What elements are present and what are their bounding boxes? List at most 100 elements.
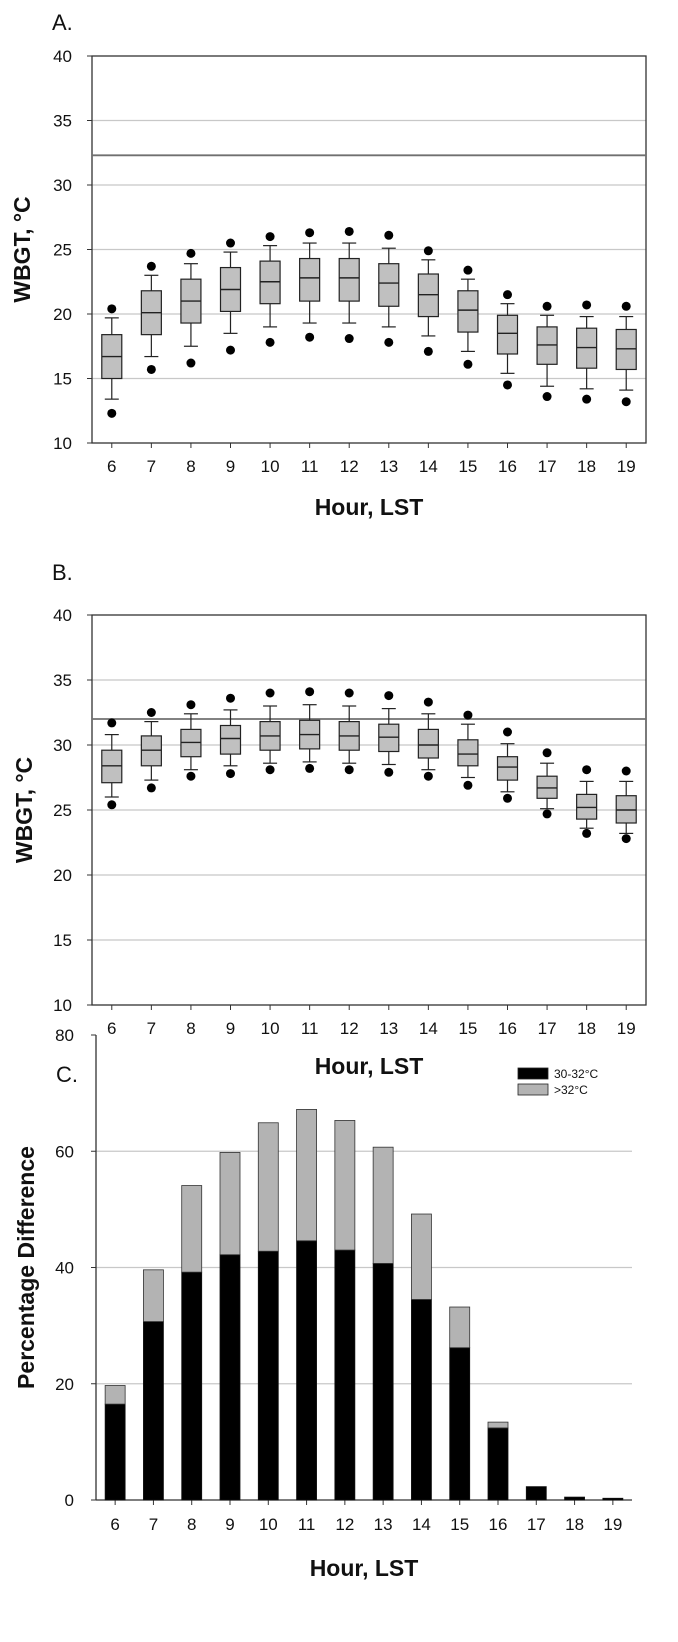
outlier-low <box>621 834 631 844</box>
bar-segment-30-32 <box>525 1486 547 1501</box>
bar-segment-over-32 <box>257 1122 279 1252</box>
y-tick-label: 80 <box>55 1026 74 1045</box>
x-tick-label: 16 <box>489 1515 508 1534</box>
outlier-high <box>226 238 235 248</box>
bar-segment-over-32 <box>334 1120 356 1251</box>
x-tick-label: 12 <box>340 457 359 476</box>
bar-segment-30-32 <box>296 1240 317 1501</box>
y-tick-label: 35 <box>53 112 72 131</box>
outlier-high <box>621 301 631 311</box>
y-tick-label: 10 <box>53 434 72 453</box>
outlier-high <box>423 246 433 256</box>
x-tick-label: 6 <box>110 1515 119 1534</box>
box <box>496 756 519 781</box>
outlier-high <box>107 718 117 728</box>
y-tick-label: 60 <box>55 1142 74 1161</box>
bar-segment-30-32 <box>143 1321 164 1501</box>
y-tick-label: 20 <box>55 1375 74 1394</box>
x-tick-label: 6 <box>107 457 116 476</box>
outlier-high <box>265 688 275 698</box>
box <box>219 724 242 755</box>
y-axis-title: WBGT, °C <box>9 196 35 302</box>
plot-frame <box>91 614 647 1006</box>
x-tick-label: 19 <box>617 1019 636 1038</box>
x-axis-title: Hour, LST <box>315 494 424 520</box>
bar-segment-30-32 <box>602 1497 624 1501</box>
outlier-high <box>186 248 196 258</box>
outlier-high <box>384 691 394 701</box>
y-tick-label: 20 <box>53 305 72 324</box>
outlier-low <box>503 793 512 803</box>
bar-segment-over-32 <box>219 1152 241 1256</box>
outlier-low <box>344 765 354 775</box>
box <box>496 314 519 355</box>
x-axis-title: Hour, LST <box>310 1555 419 1581</box>
x-tick-label: 13 <box>379 1019 398 1038</box>
x-tick-label: 14 <box>419 1019 438 1038</box>
outlier-low <box>344 334 354 344</box>
bar-segment-30-32 <box>104 1403 126 1501</box>
bar-segment-over-32 <box>449 1306 471 1349</box>
box <box>417 728 439 759</box>
outlier-low <box>107 408 117 418</box>
bar-segment-30-32 <box>411 1299 432 1501</box>
outlier-high <box>384 230 394 240</box>
outlier-low <box>305 763 315 773</box>
outlier-high <box>344 226 354 236</box>
x-tick-label: 15 <box>458 1019 477 1038</box>
outlier-low <box>423 771 433 781</box>
bar-segment-over-32 <box>143 1269 164 1322</box>
outlier-high <box>503 290 512 300</box>
y-tick-label: 15 <box>53 931 72 950</box>
y-tick-label: 40 <box>55 1259 74 1278</box>
x-tick-label: 14 <box>419 457 438 476</box>
panel-label: B. <box>52 560 73 585</box>
bar-segment-30-32 <box>334 1249 356 1501</box>
x-tick-label: 19 <box>603 1515 622 1534</box>
outlier-low <box>463 780 473 790</box>
outlier-low <box>265 765 275 775</box>
bar-segment-30-32 <box>487 1427 509 1501</box>
bar-segment-30-32 <box>564 1496 585 1501</box>
x-tick-label: 16 <box>498 457 517 476</box>
outlier-low <box>542 809 552 819</box>
x-tick-label: 9 <box>226 1019 235 1038</box>
x-tick-label: 16 <box>498 1019 517 1038</box>
x-tick-label: 10 <box>261 1019 280 1038</box>
box <box>457 290 479 333</box>
outlier-low <box>384 767 394 777</box>
outlier-low <box>186 771 196 781</box>
outlier-low <box>463 359 473 369</box>
outlier-low <box>621 397 631 407</box>
x-tick-label: 11 <box>301 457 319 476</box>
x-tick-label: 8 <box>187 1515 196 1534</box>
outlier-low <box>305 332 315 342</box>
outlier-low <box>384 337 394 347</box>
y-tick-label: 30 <box>53 176 72 195</box>
x-tick-label: 18 <box>577 1019 596 1038</box>
y-tick-label: 40 <box>53 606 72 625</box>
x-tick-label: 6 <box>107 1019 116 1038</box>
y-tick-label: 25 <box>53 801 72 820</box>
x-tick-label: 15 <box>458 457 477 476</box>
box <box>457 739 479 767</box>
outlier-high <box>305 687 315 697</box>
y-tick-label: 25 <box>53 241 72 260</box>
outlier-high <box>226 693 235 703</box>
y-tick-label: 15 <box>53 370 72 389</box>
panel-label: A. <box>52 10 73 35</box>
x-tick-label: 8 <box>186 457 195 476</box>
outlier-high <box>621 766 631 776</box>
bar-segment-over-32 <box>411 1213 432 1300</box>
box <box>299 257 321 302</box>
x-tick-label: 10 <box>261 457 280 476</box>
bar-segment-over-32 <box>181 1185 203 1273</box>
legend-swatch <box>517 1067 549 1080</box>
outlier-high <box>542 748 552 758</box>
outlier-low <box>542 392 552 402</box>
y-tick-label: 10 <box>53 996 72 1015</box>
x-tick-label: 17 <box>538 457 557 476</box>
outlier-high <box>503 727 512 737</box>
outlier-high <box>463 265 473 275</box>
